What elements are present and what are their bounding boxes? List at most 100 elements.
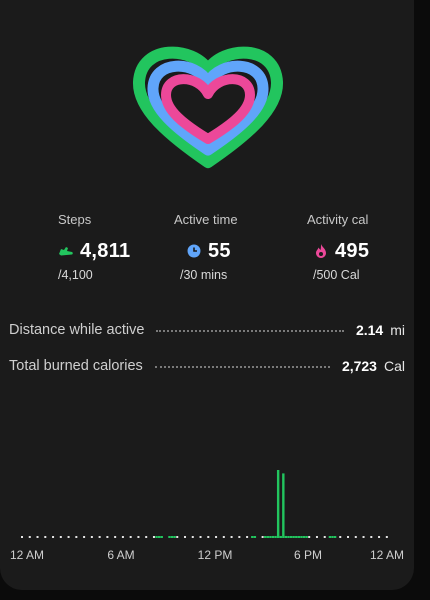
empty-slot-dot xyxy=(385,536,388,538)
activity-bar xyxy=(297,536,301,538)
activity-bar xyxy=(264,536,267,538)
empty-slot-dot xyxy=(308,536,311,538)
activity-bar xyxy=(173,536,176,538)
empty-slot-dot xyxy=(129,536,132,538)
empty-slot-dot xyxy=(90,536,93,538)
activity-bar xyxy=(300,536,303,538)
activity-bar xyxy=(284,535,288,538)
activity-bar xyxy=(305,536,308,538)
empty-slot-dot xyxy=(67,536,70,538)
activity-bar xyxy=(328,536,332,538)
empty-slot-dot xyxy=(184,536,187,538)
calories-unit: Cal xyxy=(383,358,405,374)
activity-bar xyxy=(266,536,270,538)
empty-slot-dot xyxy=(28,536,31,538)
empty-slot-dot xyxy=(21,536,23,538)
heart-rings-graphic xyxy=(133,46,283,170)
active-time-stat[interactable]: Active time 55 /30 mins xyxy=(174,212,294,282)
empty-slot-dot xyxy=(215,536,218,538)
activity-cal-value: 495 xyxy=(335,239,370,262)
time-tick-label: 6 PM xyxy=(293,548,323,562)
active-time-ring xyxy=(147,60,269,156)
activity-bar xyxy=(292,536,295,538)
activity-bar xyxy=(271,535,275,538)
empty-slot-dot xyxy=(121,536,124,538)
steps-goal: /4,100 xyxy=(58,268,93,282)
empty-slot-dot xyxy=(370,536,373,538)
distance-value: 2.14 xyxy=(355,322,384,338)
activity-bar xyxy=(276,470,280,538)
empty-slot-dot xyxy=(238,536,241,538)
empty-slot-dot xyxy=(230,536,233,538)
time-tick-label: 12 AM xyxy=(369,548,405,562)
activity-bar xyxy=(253,536,257,538)
activity-bar xyxy=(331,536,334,538)
activity-bar xyxy=(302,536,306,538)
active-time-value: 55 xyxy=(208,239,231,262)
activity-cal-ring xyxy=(161,74,255,144)
empty-slot-dot xyxy=(246,536,249,538)
time-axis: 12 AM 6 AM 12 PM 6 PM 12 AM xyxy=(0,548,414,566)
activity-cal-goal: /500 Cal xyxy=(313,268,360,282)
empty-slot-dot xyxy=(137,536,140,538)
activity-card: Steps 4,811 /4,100 Active time 55 / xyxy=(0,0,414,590)
empty-slot-dot xyxy=(347,536,350,538)
empty-slot-dot xyxy=(52,536,55,538)
activity-bar xyxy=(160,536,163,538)
empty-slot-dot xyxy=(315,536,318,538)
activity-bar xyxy=(287,536,290,538)
empty-slot-dot xyxy=(98,536,101,538)
time-tick-label: 12 AM xyxy=(9,548,45,562)
empty-slot-dot xyxy=(106,536,109,538)
time-tick-label: 6 AM xyxy=(107,548,135,562)
empty-slot-dot xyxy=(339,536,342,538)
steps-ring xyxy=(133,46,283,168)
empty-slot-dot xyxy=(75,536,78,538)
empty-slot-dot xyxy=(207,536,210,538)
empty-slot-dot xyxy=(323,536,326,538)
dotted-leader xyxy=(154,366,330,368)
activity-cal-label: Activity cal xyxy=(307,212,369,227)
active-time-goal: /30 mins xyxy=(180,268,228,282)
calories-value: 2,723 xyxy=(341,358,377,374)
activity-cal-stat[interactable]: Activity cal 495 /500 Cal xyxy=(307,212,414,282)
empty-slot-dot xyxy=(59,536,62,538)
empty-slot-dot xyxy=(222,536,225,538)
empty-slot-dot xyxy=(36,536,39,538)
empty-slot-dot xyxy=(261,536,264,538)
calories-label: Total burned calories xyxy=(9,358,143,374)
clock-icon xyxy=(186,243,202,259)
empty-slot-dot xyxy=(191,536,194,538)
dotted-leader xyxy=(156,330,344,332)
activity-bar xyxy=(157,536,161,538)
empty-slot-dot xyxy=(354,536,357,538)
stats-row: Steps 4,811 /4,100 Active time 55 / xyxy=(0,212,414,282)
steps-label: Steps xyxy=(58,212,92,227)
activity-bar xyxy=(289,536,293,538)
empty-slot-dot xyxy=(362,536,365,538)
activity-bar xyxy=(170,536,174,538)
activity-bar xyxy=(155,536,158,538)
daily-activity-chart[interactable]: 12 AM 6 AM 12 PM 6 PM 12 AM xyxy=(0,455,414,585)
calories-row[interactable]: Total burned calories 2,723 Cal xyxy=(9,356,405,376)
time-tick-label: 12 PM xyxy=(197,548,233,562)
activity-bar xyxy=(279,535,282,538)
activity-bar xyxy=(274,535,277,538)
shoe-icon xyxy=(58,243,74,259)
flame-icon xyxy=(313,243,329,259)
steps-value: 4,811 xyxy=(80,239,131,262)
active-time-label: Active time xyxy=(174,212,238,227)
empty-slot-dot xyxy=(152,536,155,538)
empty-slot-dot xyxy=(44,536,47,538)
distance-label: Distance while active xyxy=(9,322,145,338)
activity-bar xyxy=(333,536,337,538)
activity-rings-heart[interactable] xyxy=(125,38,291,172)
distance-unit: mi xyxy=(390,322,405,338)
empty-slot-dot xyxy=(176,536,179,538)
activity-bars xyxy=(21,470,388,538)
empty-slot-dot xyxy=(378,536,381,538)
steps-stat[interactable]: Steps 4,811 /4,100 xyxy=(58,212,178,282)
activity-bar xyxy=(251,536,254,538)
distance-row[interactable]: Distance while active 2.14 mi xyxy=(9,320,405,340)
